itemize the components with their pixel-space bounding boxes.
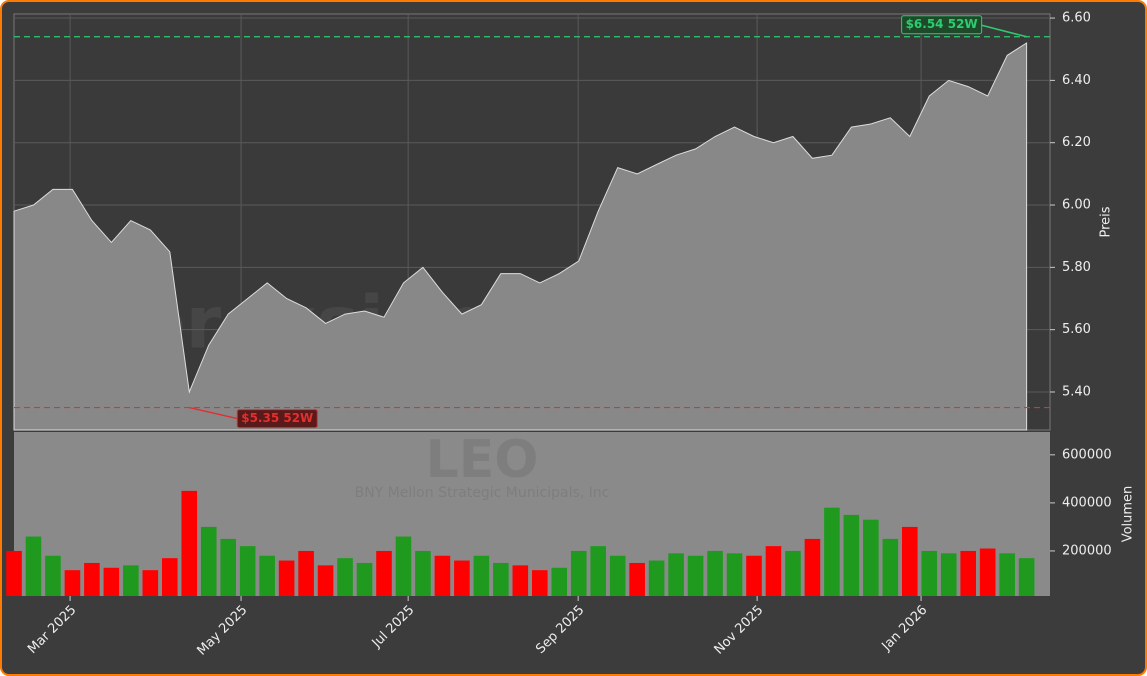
volume-bar	[804, 538, 821, 596]
volume-bar	[668, 553, 684, 596]
volume-bar	[687, 555, 704, 596]
y-tick-label: 6.60	[1062, 11, 1091, 26]
volume-bar	[921, 550, 938, 596]
volume-bar	[298, 550, 314, 596]
volume-bar	[278, 560, 295, 596]
volume-bar	[454, 560, 470, 596]
volume-bar	[103, 567, 120, 596]
volume-bar	[493, 562, 509, 596]
volume-bar	[882, 538, 899, 596]
volume-bar	[415, 550, 431, 596]
y-axis-label: Volumen	[1121, 486, 1136, 543]
volume-bar	[940, 553, 957, 596]
volume-bar	[84, 562, 100, 596]
company-subtitle: BNY Mellon Strategic Municipals, Inc	[355, 485, 610, 501]
volume-bar	[824, 507, 840, 596]
volume-bar	[765, 546, 782, 596]
annotation-arrow	[189, 406, 238, 420]
volume-bar	[999, 553, 1015, 596]
volume-bar	[570, 550, 587, 596]
annotation-box	[236, 409, 318, 429]
volume-bar	[356, 562, 373, 596]
annotation-label: $5.35 52W	[241, 411, 313, 425]
y-axis-label: Preis	[1099, 206, 1114, 237]
y-tick-label: 400000	[1062, 495, 1112, 510]
volume-bar	[200, 526, 217, 596]
volume-bar	[142, 570, 159, 596]
volume-bar	[259, 555, 275, 596]
volume-bar	[746, 555, 762, 596]
y-tick-label: 600000	[1062, 447, 1112, 462]
volume-bar	[648, 560, 665, 596]
volume-bar	[162, 558, 178, 596]
volume-bar	[863, 519, 879, 596]
y-tick-label: 200000	[1062, 543, 1112, 558]
volume-bar	[590, 546, 606, 596]
volume-bar	[123, 565, 139, 596]
volume-bar	[434, 555, 451, 596]
y-tick-label: 6.00	[1062, 198, 1091, 213]
volume-bar	[726, 553, 743, 596]
volume-bar	[979, 548, 996, 596]
volume-bar	[1018, 558, 1035, 596]
volume-bar	[902, 526, 918, 596]
volume-bar	[64, 570, 81, 596]
volume-bar	[532, 570, 548, 596]
volume-bar	[629, 562, 645, 596]
volume-bar	[395, 536, 412, 596]
y-tick-label: 5.80	[1062, 260, 1091, 275]
volume-bar	[220, 538, 236, 596]
y-tick-label: 6.20	[1062, 135, 1091, 150]
volume-bar	[181, 490, 198, 596]
volume-bar	[239, 546, 256, 596]
ticker-title: LEO	[426, 430, 539, 490]
volume-bar	[512, 565, 529, 596]
price-area	[13, 42, 1028, 431]
volume-bar	[45, 555, 61, 596]
annotation-box	[901, 15, 983, 35]
volume-bar	[609, 555, 626, 596]
volume-bar	[337, 558, 353, 596]
volume-bar	[473, 555, 490, 596]
y-tick-label: 5.40	[1062, 384, 1091, 399]
volume-bar	[551, 567, 568, 596]
volume-bar	[960, 550, 976, 596]
volume-bar	[707, 550, 723, 596]
volume-bar	[843, 514, 860, 596]
y-tick-label: 5.60	[1062, 322, 1091, 337]
annotation-label: $6.54 52W	[906, 17, 978, 31]
y-tick-label: 6.40	[1062, 73, 1091, 88]
volume-bar	[6, 550, 22, 596]
annotation-arrow	[979, 24, 1027, 38]
volume-bar	[317, 565, 334, 596]
volume-bar	[785, 550, 801, 596]
volume-bar	[25, 536, 42, 596]
volume-bar	[376, 550, 392, 596]
